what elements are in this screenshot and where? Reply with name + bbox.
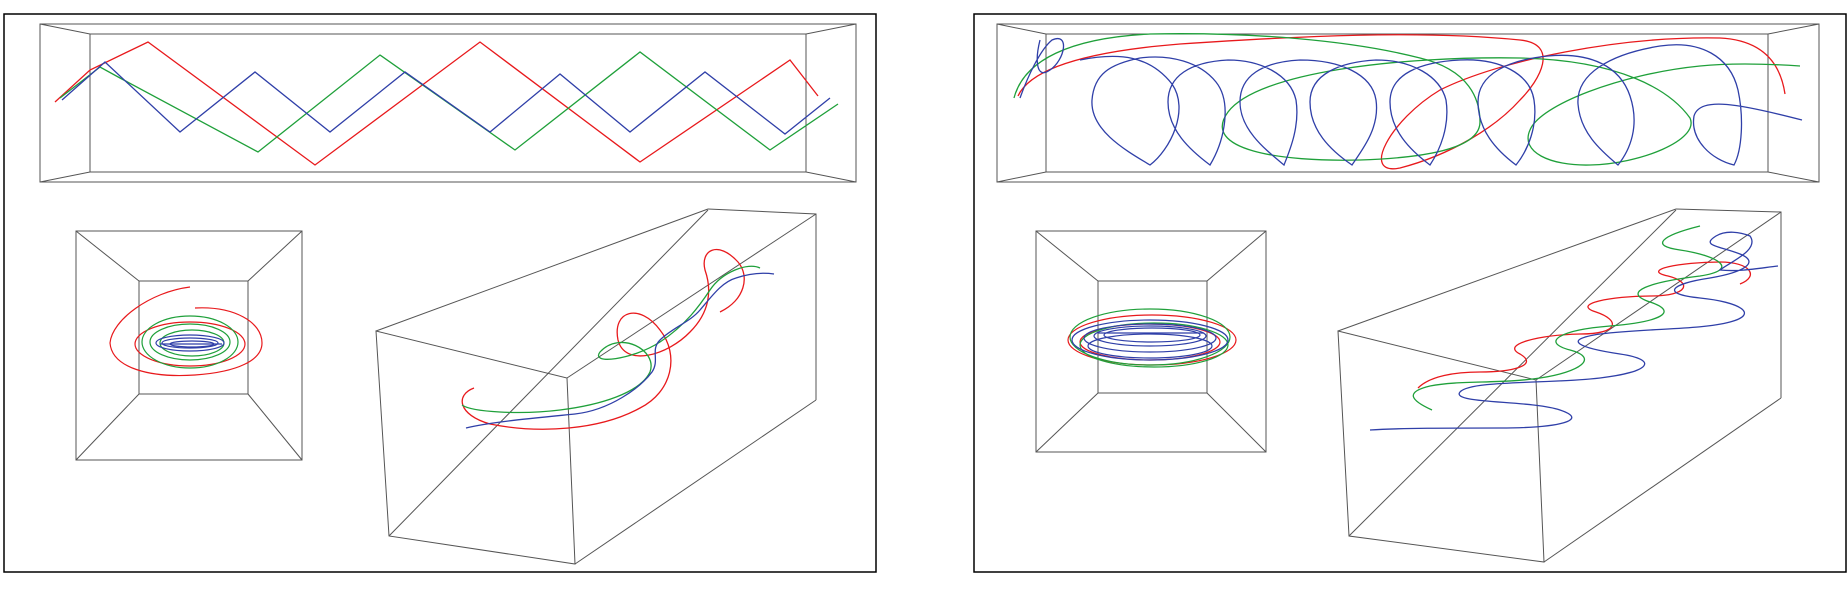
right-end-blue-ring bbox=[1071, 319, 1229, 361]
left-perspective-red-trajectory bbox=[461, 249, 745, 430]
right-perspective-trajectories bbox=[1369, 225, 1779, 431]
left-end-edge bbox=[247, 230, 303, 282]
left-perspective-view bbox=[375, 208, 817, 565]
left-top-edge bbox=[39, 171, 91, 183]
right-perspective-back-face bbox=[1675, 208, 1782, 398]
left-end-view bbox=[75, 230, 303, 461]
left-perspective-edge bbox=[574, 399, 817, 565]
right-perspective-edge bbox=[1543, 397, 1782, 563]
right-top-edge bbox=[996, 23, 1047, 35]
left-end-red-trajectory bbox=[109, 286, 263, 377]
left-top-inner-rect bbox=[89, 33, 807, 173]
right-top-outer-rect bbox=[996, 23, 1820, 183]
left-top-blue-trajectory bbox=[61, 61, 831, 135]
left-end-green-ring bbox=[159, 329, 225, 357]
left-top-view bbox=[39, 23, 857, 183]
right-end-edge bbox=[1035, 230, 1099, 282]
left-perspective-blue-trajectory bbox=[465, 272, 775, 429]
right-end-blue-ring bbox=[1103, 327, 1201, 343]
left-perspective-edge bbox=[375, 208, 709, 332]
left-end-blue-ring bbox=[161, 337, 219, 349]
left-top-edge bbox=[805, 171, 857, 183]
right-end-blue-ring bbox=[1083, 323, 1217, 353]
right-end-view bbox=[1035, 230, 1267, 453]
right-end-inner-rect bbox=[1097, 280, 1208, 394]
right-end-outer-rect bbox=[1035, 230, 1267, 453]
right-perspective-green-trajectory bbox=[1412, 225, 1723, 411]
right-perspective-blue-trajectory bbox=[1369, 231, 1779, 431]
right-perspective-edge bbox=[1348, 209, 1677, 537]
right-end-blue-ring bbox=[1093, 325, 1207, 347]
right-top-blue-trajectory bbox=[1019, 37, 1803, 167]
left-perspective-edge bbox=[388, 209, 709, 537]
left-top-red-trajectory bbox=[54, 41, 819, 166]
right-end-trajectories bbox=[1067, 308, 1237, 368]
right-top-red-trajectory bbox=[1017, 34, 1786, 170]
left-end-edge bbox=[247, 393, 303, 461]
right-end-green-ring bbox=[1069, 308, 1231, 366]
left-panel bbox=[3, 13, 877, 573]
right-end-edge bbox=[1035, 392, 1099, 453]
left-end-inner-rect bbox=[138, 280, 249, 395]
left-end-edge bbox=[75, 230, 140, 282]
right-panel bbox=[973, 13, 1847, 573]
right-end-blue-ring bbox=[1087, 333, 1213, 359]
right-perspective-edge bbox=[1337, 208, 1677, 332]
right-top-edge bbox=[996, 171, 1047, 183]
left-end-outer-rect bbox=[75, 230, 303, 461]
left-top-edge bbox=[805, 23, 857, 35]
left-perspective-back-face bbox=[707, 208, 817, 400]
left-top-outer-rect bbox=[39, 23, 857, 183]
left-perspective-edge bbox=[566, 213, 817, 379]
right-end-edge bbox=[1206, 392, 1267, 453]
right-end-edge bbox=[1206, 230, 1267, 282]
left-end-trajectories bbox=[109, 286, 263, 377]
left-end-green-ring bbox=[141, 315, 239, 369]
left-top-trajectories bbox=[54, 41, 839, 166]
right-top-view bbox=[996, 23, 1820, 183]
right-top-green-trajectory bbox=[1013, 33, 1801, 166]
right-panel-frame bbox=[973, 13, 1847, 573]
left-end-edge bbox=[75, 393, 140, 461]
right-top-trajectories bbox=[1013, 33, 1803, 170]
left-perspective-green-trajectory bbox=[461, 265, 761, 414]
right-top-edge bbox=[1767, 171, 1820, 183]
left-top-green-trajectory bbox=[59, 51, 839, 153]
left-top-edge bbox=[39, 23, 91, 35]
left-panel-frame bbox=[3, 13, 877, 573]
right-end-green-ring bbox=[1079, 322, 1229, 368]
left-perspective-trajectories bbox=[461, 249, 775, 430]
right-top-edge bbox=[1767, 23, 1820, 35]
left-end-green-ring bbox=[149, 323, 231, 361]
right-perspective-red-trajectory bbox=[1417, 261, 1752, 389]
left-end-blue-ring bbox=[155, 334, 225, 352]
right-perspective-front-face bbox=[1337, 330, 1545, 563]
right-top-inner-rect bbox=[1045, 33, 1769, 173]
left-end-red-ring bbox=[134, 321, 246, 367]
